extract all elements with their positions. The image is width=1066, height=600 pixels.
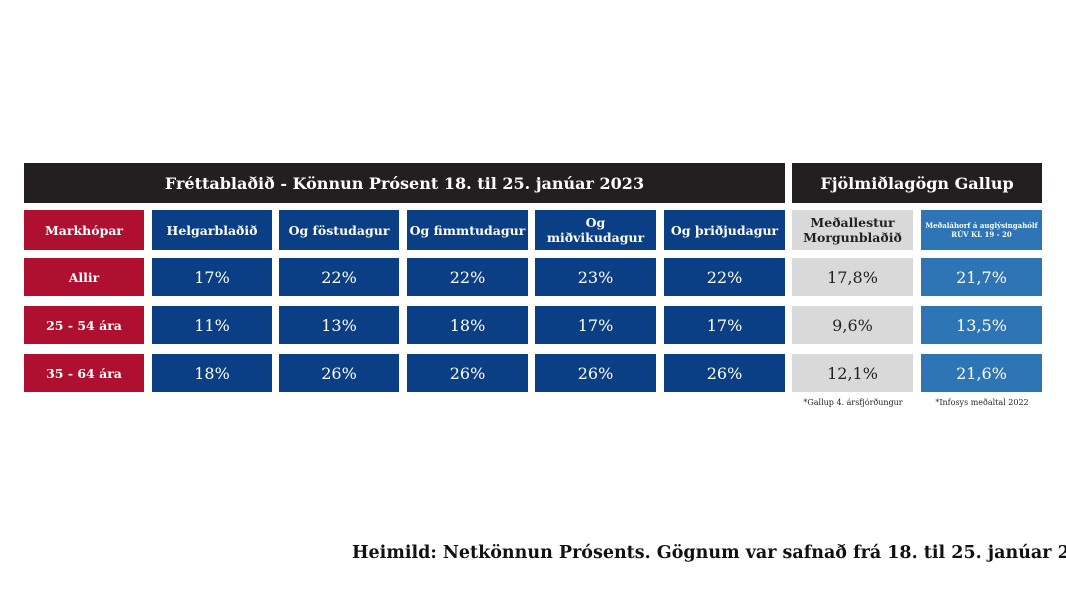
column-header-fostudagur: Og föstudagur xyxy=(279,210,399,250)
data-label: 26% xyxy=(449,363,486,383)
data-label: 18% xyxy=(194,363,230,383)
data-label: 17% xyxy=(577,315,614,335)
data-cell: 13% xyxy=(279,306,399,344)
frettabladid-header-text: Fréttablaðið - Könnun Prósent 18. til 25… xyxy=(164,173,645,193)
infosys-cell: 21,6% xyxy=(921,354,1042,392)
gallup-cell: 9,6% xyxy=(792,306,913,344)
data-cell: 22% xyxy=(279,258,399,296)
data-label: 22% xyxy=(321,267,357,287)
data-label: 26% xyxy=(321,363,357,383)
data-cell: 18% xyxy=(407,306,528,344)
gallup-footnote: *Gallup 4. ársfjórðungur xyxy=(803,398,903,407)
gallup-header: Fjölmiðlagögn Gallup xyxy=(792,163,1042,203)
row-label-allir: Allir xyxy=(24,258,144,296)
data-label: 21,6% xyxy=(956,363,1007,383)
column-header-text: Og miðvikudagur xyxy=(546,215,645,245)
row-label-text: Allir xyxy=(68,269,100,285)
column-header-text: Helgarblaðið xyxy=(166,222,258,238)
data-cell: 26% xyxy=(664,354,785,392)
data-cell: 11% xyxy=(152,306,272,344)
data-cell: 22% xyxy=(664,258,785,296)
row-header-label-text: Markhópar xyxy=(44,222,124,238)
gallup-cell: 17,8% xyxy=(792,258,913,296)
data-label: 26% xyxy=(577,363,614,383)
column-header-gallup-line1: Meðallestur xyxy=(810,215,895,230)
data-label: 13,5% xyxy=(956,315,1007,335)
gallup-header-text: Fjölmiðlagögn Gallup xyxy=(820,173,1014,193)
data-label: 12,1% xyxy=(827,363,878,383)
column-header-text: Og þriðjudagur xyxy=(670,222,779,238)
data-label: 26% xyxy=(706,363,743,383)
data-cell: 26% xyxy=(407,354,528,392)
infosys-footnote: *Infosys meðaltal 2022 xyxy=(935,398,1029,407)
data-label: 18% xyxy=(449,315,486,335)
column-header-midvikudagur: Og miðvikudagur xyxy=(535,210,656,250)
data-label: 17% xyxy=(706,315,743,335)
column-header-infosys-line2: RÚV KL 19 - 20 xyxy=(951,230,1012,239)
data-label: 17% xyxy=(194,267,230,287)
column-header-text: Og fimmtudagur xyxy=(409,222,526,238)
row-label-35-64: 35 - 64 ára xyxy=(24,354,144,392)
data-label: 17,8% xyxy=(827,267,878,287)
infosys-cell: 13,5% xyxy=(921,306,1042,344)
data-label: 22% xyxy=(706,267,743,287)
data-cell: 23% xyxy=(535,258,656,296)
column-header-infosys-line1: Meðaláhorf á auglýsingahólf xyxy=(925,221,1038,230)
source-note: Heimild: Netkönnun Prósents. Gögnum var … xyxy=(352,543,1066,563)
data-cell: 17% xyxy=(152,258,272,296)
column-header-text: Og föstudagur xyxy=(288,222,390,238)
data-cell: 17% xyxy=(535,306,656,344)
data-label: 13% xyxy=(321,315,357,335)
data-label: 23% xyxy=(577,267,614,287)
column-header-fimmtudagur: Og fimmtudagur xyxy=(407,210,528,250)
data-label: 21,7% xyxy=(956,267,1007,287)
data-label: 11% xyxy=(194,315,230,335)
infosys-cell: 21,7% xyxy=(921,258,1042,296)
row-label-text: 25 - 54 ára xyxy=(46,317,122,333)
column-header-gallup: Meðallestur Morgunblaðið xyxy=(792,210,913,250)
data-label: 22% xyxy=(449,267,486,287)
data-cell: 17% xyxy=(664,306,785,344)
gallup-cell: 12,1% xyxy=(792,354,913,392)
column-header-thridjudagur: Og þriðjudagur xyxy=(664,210,785,250)
data-cell: 26% xyxy=(535,354,656,392)
column-header-helgarbladid: Helgarblaðið xyxy=(152,210,272,250)
row-header-label: Markhópar xyxy=(24,210,144,250)
data-cell: 26% xyxy=(279,354,399,392)
column-header-gallup-line2: Morgunblaðið xyxy=(803,230,902,245)
frettabladid-header: Fréttablaðið - Könnun Prósent 18. til 25… xyxy=(24,163,785,203)
row-label-text: 35 - 64 ára xyxy=(46,365,122,381)
column-header-infosys: Meðaláhorf á auglýsingahólf RÚV KL 19 - … xyxy=(921,210,1042,250)
row-label-25-54: 25 - 54 ára xyxy=(24,306,144,344)
data-cell: 22% xyxy=(407,258,528,296)
data-cell: 18% xyxy=(152,354,272,392)
data-label: 9,6% xyxy=(832,315,873,335)
